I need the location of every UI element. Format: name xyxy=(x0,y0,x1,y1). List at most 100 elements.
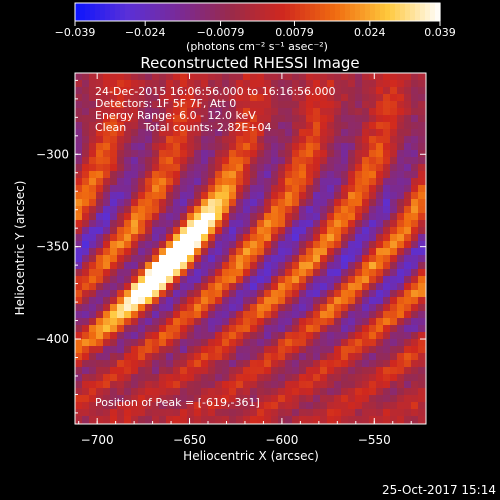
heatmap-cell xyxy=(159,73,167,81)
heatmap-cell xyxy=(299,234,307,242)
heatmap-cell xyxy=(110,262,118,270)
heatmap-cell xyxy=(124,374,132,382)
heatmap-cell xyxy=(201,276,209,284)
heatmap-cell xyxy=(257,416,265,424)
heatmap-cell xyxy=(229,311,237,319)
heatmap-cell xyxy=(96,80,104,88)
heatmap-cell xyxy=(138,136,146,144)
heatmap-cell xyxy=(201,332,209,340)
heatmap-cell xyxy=(257,388,265,396)
heatmap-cell xyxy=(117,311,125,319)
heatmap-cell xyxy=(117,101,125,109)
heatmap-cell xyxy=(404,255,412,263)
heatmap-cell xyxy=(250,164,258,172)
heatmap-cell xyxy=(390,185,398,193)
heatmap-cell xyxy=(194,255,202,263)
heatmap-cell xyxy=(327,255,335,263)
heatmap-cell xyxy=(152,178,160,186)
heatmap-cell xyxy=(390,129,398,137)
heatmap-cell xyxy=(180,143,188,151)
heatmap-cell xyxy=(376,311,384,319)
heatmap-cell xyxy=(194,94,202,102)
heatmap-cell xyxy=(320,367,328,375)
heatmap-cell xyxy=(411,80,419,88)
heatmap-cell xyxy=(292,94,300,102)
heatmap-cell xyxy=(208,234,216,242)
heatmap-cell xyxy=(292,248,300,256)
heatmap-cell xyxy=(89,192,97,200)
heatmap-cell xyxy=(96,115,104,123)
heatmap-cell xyxy=(243,262,251,270)
heatmap-cell xyxy=(117,374,125,382)
heatmap-cell xyxy=(103,192,111,200)
heatmap-cell xyxy=(292,416,300,424)
heatmap-cell xyxy=(187,248,195,256)
heatmap-cell xyxy=(166,94,174,102)
heatmap-cell xyxy=(166,402,174,410)
heatmap-cell xyxy=(348,367,356,375)
heatmap-cell xyxy=(257,290,265,298)
heatmap-cell xyxy=(82,234,90,242)
heatmap-cell xyxy=(229,416,237,424)
heatmap-cell xyxy=(173,108,181,116)
heatmap-cell xyxy=(285,213,293,221)
heatmap-cell xyxy=(117,241,125,249)
heatmap-cell xyxy=(299,276,307,284)
chart-title: Reconstructed RHESSI Image xyxy=(140,54,359,72)
heatmap-cell xyxy=(131,101,139,109)
heatmap-cell xyxy=(131,381,139,389)
heatmap-cell xyxy=(327,206,335,214)
heatmap-cell xyxy=(215,87,223,95)
heatmap-cell xyxy=(250,227,258,235)
heatmap-cell xyxy=(341,283,349,291)
heatmap-cell xyxy=(89,339,97,347)
heatmap-cell xyxy=(75,129,83,137)
heatmap-cell xyxy=(271,171,279,179)
heatmap-cell xyxy=(96,87,104,95)
heatmap-cell xyxy=(152,346,160,354)
heatmap-cell xyxy=(194,185,202,193)
heatmap-cell xyxy=(89,318,97,326)
heatmap-cell xyxy=(145,136,153,144)
heatmap-cell xyxy=(334,241,342,249)
heatmap-cell xyxy=(236,129,244,137)
heatmap-cell xyxy=(292,374,300,382)
heatmap-cell xyxy=(201,199,209,207)
heatmap-cell xyxy=(166,262,174,270)
heatmap-cell xyxy=(89,248,97,256)
heatmap-cell xyxy=(124,227,132,235)
heatmap-cell xyxy=(236,290,244,298)
heatmap-cell xyxy=(215,332,223,340)
heatmap-cell xyxy=(229,164,237,172)
heatmap-cell xyxy=(313,255,321,263)
heatmap-cell xyxy=(285,416,293,424)
heatmap-cell xyxy=(306,220,314,228)
heatmap-cell xyxy=(173,255,181,263)
heatmap-cell xyxy=(285,269,293,277)
heatmap-cell xyxy=(306,157,314,165)
heatmap-cell xyxy=(341,115,349,123)
heatmap-cell xyxy=(411,255,419,263)
heatmap-cell xyxy=(75,206,83,214)
heatmap-cell xyxy=(362,276,370,284)
heatmap-cell xyxy=(348,276,356,284)
heatmap-cell xyxy=(299,402,307,410)
heatmap-cell xyxy=(145,122,153,130)
heatmap-cell xyxy=(278,129,286,137)
x-axis-ticks: −700 −650 −600 −550 xyxy=(78,73,412,447)
heatmap-cell xyxy=(397,94,405,102)
heatmap-cell xyxy=(320,360,328,368)
heatmap-cell xyxy=(299,206,307,214)
heatmap-cell xyxy=(376,290,384,298)
heatmap-cell xyxy=(89,283,97,291)
heatmap-cell xyxy=(264,332,272,340)
heatmap-cell xyxy=(264,227,272,235)
heatmap-cell xyxy=(180,206,188,214)
heatmap-cell xyxy=(215,136,223,144)
colorbar-tick-label: −0.024 xyxy=(125,26,166,39)
heatmap-cell xyxy=(82,80,90,88)
heatmap-cell xyxy=(341,255,349,263)
heatmap-cell xyxy=(313,318,321,326)
heatmap-cell xyxy=(180,171,188,179)
heatmap-cell xyxy=(278,213,286,221)
